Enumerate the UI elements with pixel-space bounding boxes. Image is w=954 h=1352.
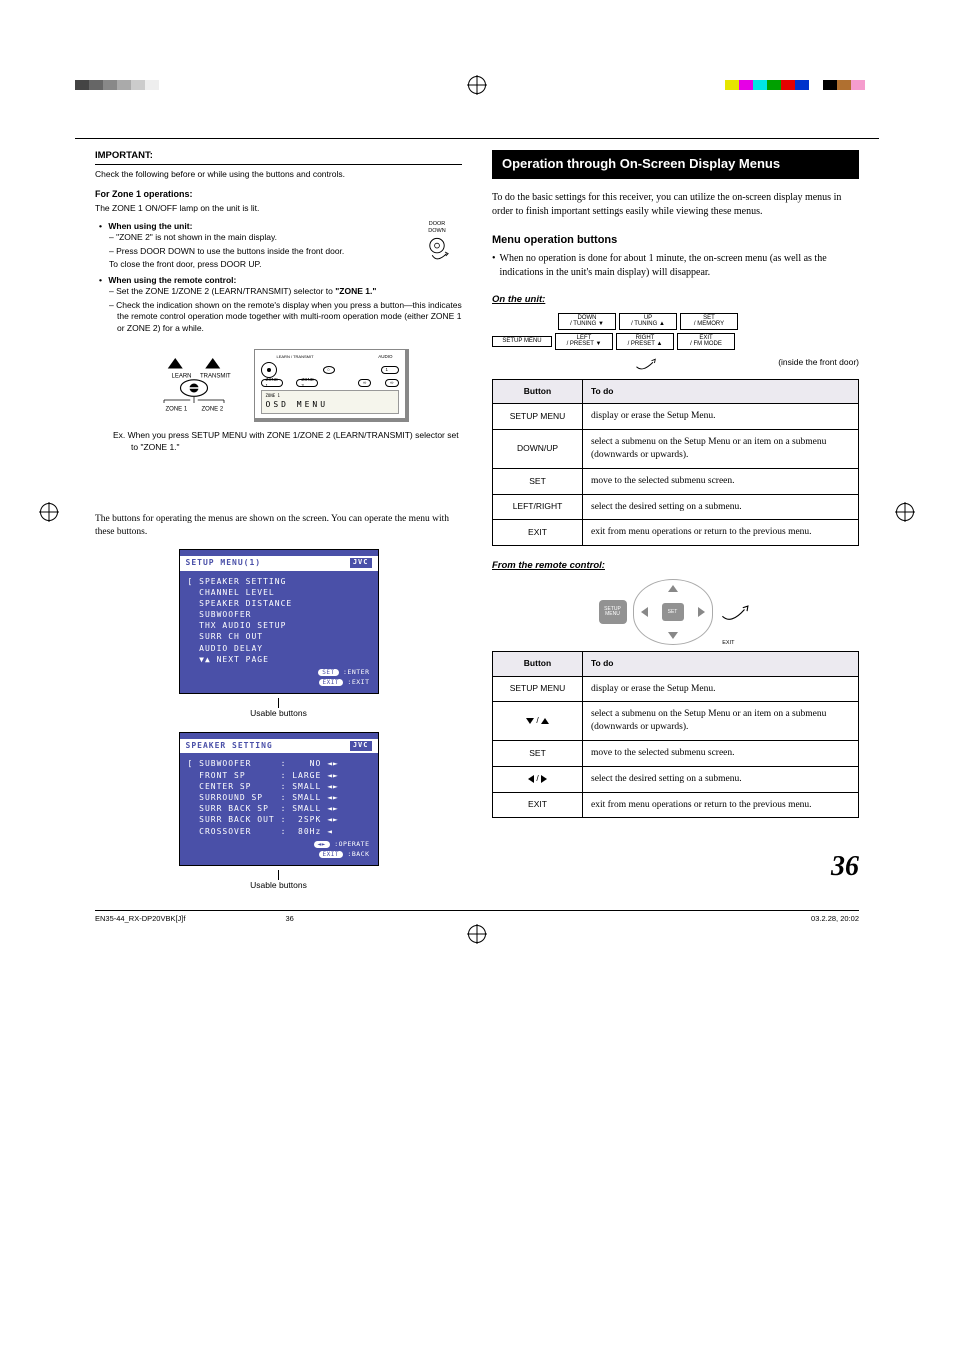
remote-note-1: Set the ZONE 1/ZONE 2 (LEARN/TRANSMIT) s…: [109, 286, 462, 297]
osd-speaker-setting: SPEAKER SETTING JVC [ SUBWOOFER : NO ◄► …: [179, 732, 379, 866]
svg-text:ZONE 2: ZONE 2: [201, 407, 223, 413]
osd-setup-menu-1: SETUP MENU(1) JVC [ SPEAKER SETTING CHAN…: [179, 549, 379, 694]
zone-diagram-row: LEARN TRANSMIT ZONE 1 ZONE 2 LEARN / TRA: [95, 349, 462, 422]
pointer-hand-icon: [719, 597, 753, 627]
lcd-screen: ZONE 1 OSD MENU: [261, 390, 399, 414]
menu-buttons-note: The buttons for operating the menus are …: [95, 513, 462, 539]
unit-note-1: "ZONE 2" is not shown in the main displa…: [109, 232, 462, 243]
registration-bottom: [0, 925, 954, 943]
menu-op-heading: Menu operation buttons: [492, 233, 859, 248]
pointer-hand-icon: [632, 353, 662, 373]
usable-buttons-label-1: Usable buttons: [95, 708, 462, 719]
knob-icon: [261, 362, 277, 378]
remote-button-table: Button To do SETUP MENUdisplay or erase …: [492, 651, 859, 818]
dpad-left-icon: [641, 607, 648, 617]
menu-op-bullet: When no operation is done for about 1 mi…: [500, 252, 859, 280]
zone1-lamp-text: The ZONE 1 ON/OFF lamp on the unit is li…: [95, 203, 462, 214]
dpad-down-icon: [668, 632, 678, 639]
remote-dpad-diagram: SETUP MENU SET EXIT: [492, 579, 859, 645]
remote-note-2: Check the indication shown on the remote…: [109, 300, 462, 334]
unit-button-diagram: DOWN / TUNING ▼ UP / TUNING ▲ SET / MEMO…: [492, 313, 859, 373]
dpad-up-icon: [668, 585, 678, 592]
zone1-heading: For Zone 1 operations:: [95, 188, 462, 200]
unit-button-table: Button To do SETUP MENUdisplay or erase …: [492, 379, 859, 546]
svg-text:LEARN: LEARN: [171, 374, 191, 380]
door-down-figure: DOOR DOWN: [412, 221, 462, 271]
section-heading: Operation through On-Screen Display Menu…: [492, 150, 859, 179]
footer-metadata: EN35-44_RX-DP20VBK[J]f 36 03.2.28, 20:02: [95, 910, 859, 923]
dpad-right-icon: [698, 607, 705, 617]
using-remote-head: When using the remote control:: [108, 275, 236, 285]
setup-menu-button-icon: SETUP MENU: [599, 600, 627, 624]
unit-note-2b: To close the front door, press DOOR UP.: [99, 259, 462, 270]
svg-text:TRANSMIT: TRANSMIT: [200, 374, 231, 380]
using-unit-head: When using the unit:: [108, 221, 192, 231]
unit-note-2: Press DOOR DOWN to use the buttons insid…: [109, 246, 462, 257]
remote-lcd-diagram: LEARN / TRANSMIT AUDIO ○ 1 ZONE 1 ZONE 2…: [254, 349, 409, 422]
important-text: Check the following before or while usin…: [95, 169, 462, 180]
on-unit-heading: On the unit:: [492, 294, 859, 307]
page-number: 36: [492, 848, 859, 886]
section-intro: To do the basic settings for this receiv…: [492, 191, 859, 219]
svg-text:ZONE 1: ZONE 1: [165, 407, 187, 413]
door-down-icon: [421, 236, 453, 268]
example-caption: Ex. When you press SETUP MENU with ZONE …: [95, 430, 462, 453]
dpad-set-button: SET: [662, 603, 684, 621]
from-remote-heading: From the remote control:: [492, 560, 859, 573]
usable-buttons-label-2: Usable buttons: [95, 880, 462, 891]
right-column: Operation through On-Screen Display Menu…: [492, 150, 859, 903]
zone-selector-diagram: LEARN TRANSMIT ZONE 1 ZONE 2: [149, 349, 239, 422]
important-heading: IMPORTANT:: [95, 150, 462, 165]
left-column: IMPORTANT: Check the following before or…: [95, 150, 462, 903]
